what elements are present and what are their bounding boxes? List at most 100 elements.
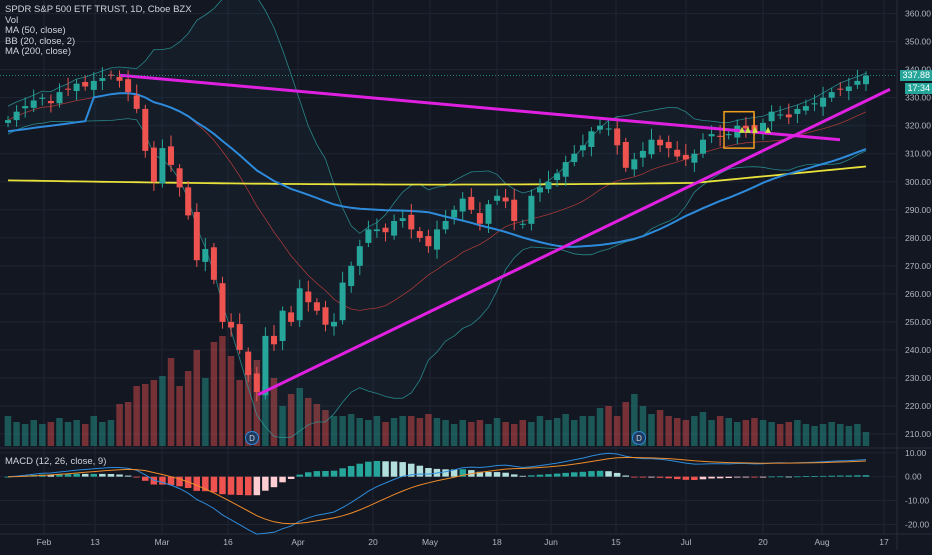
macd-histogram-bar bbox=[511, 474, 518, 477]
candle-body bbox=[408, 214, 415, 230]
legend-bb: BB (20, close, 2) bbox=[5, 35, 76, 47]
candle-body bbox=[622, 142, 629, 168]
macd-histogram-bar bbox=[390, 461, 398, 477]
candle-body bbox=[82, 82, 89, 87]
volume-bar bbox=[656, 410, 664, 446]
candle-body bbox=[605, 128, 612, 130]
volume-bar bbox=[99, 422, 106, 446]
volume-bar bbox=[262, 386, 269, 446]
candle-body bbox=[459, 198, 466, 212]
candle-body bbox=[288, 312, 295, 322]
macd-histogram-bar bbox=[450, 469, 458, 477]
volume-bar bbox=[279, 406, 286, 446]
candle-body bbox=[99, 78, 106, 81]
volume-bar bbox=[648, 414, 655, 446]
macd-histogram-bar bbox=[133, 476, 140, 478]
macd-histogram-bar bbox=[124, 475, 132, 477]
macd-histogram-bar bbox=[751, 476, 758, 478]
candle-body bbox=[494, 195, 501, 201]
volume-bar bbox=[150, 380, 158, 446]
volume-bar bbox=[837, 424, 844, 446]
volume-bar bbox=[236, 380, 243, 446]
candle-body bbox=[228, 321, 235, 328]
candle-body bbox=[185, 187, 192, 216]
macd-histogram-bar bbox=[837, 475, 844, 477]
volume-bar bbox=[845, 426, 853, 446]
macd-histogram-bar bbox=[296, 474, 303, 477]
y-tick-label: 260.00 bbox=[905, 289, 931, 299]
macd-histogram-bar bbox=[176, 476, 183, 487]
macd-histogram-bar bbox=[854, 475, 861, 477]
macd-histogram-bar bbox=[236, 476, 243, 495]
y-tick-label: 360.00 bbox=[905, 9, 931, 19]
macd-histogram-bar bbox=[219, 476, 226, 495]
candle-body bbox=[305, 291, 312, 303]
volume-bar bbox=[682, 420, 690, 446]
macd-histogram-bar bbox=[262, 476, 269, 491]
candle-body bbox=[90, 80, 97, 90]
legend-vol: Vol bbox=[5, 14, 19, 26]
x-tick-label: 16 bbox=[223, 537, 233, 547]
macd-histogram-bar bbox=[656, 476, 664, 478]
candle-body bbox=[331, 321, 337, 327]
macd-histogram-bar bbox=[493, 472, 501, 477]
volume-bar bbox=[184, 371, 192, 446]
macd-histogram-bar bbox=[4, 476, 12, 478]
macd-histogram-bar bbox=[596, 470, 604, 477]
volume-bar bbox=[107, 420, 115, 446]
macd-histogram-bar bbox=[47, 474, 55, 477]
volume-bar bbox=[356, 418, 363, 446]
volume-bar bbox=[227, 356, 235, 446]
macd-histogram-bar bbox=[828, 475, 835, 477]
candle-body bbox=[365, 229, 372, 243]
y-tick-label: 330.00 bbox=[905, 93, 931, 103]
macd-histogram-bar bbox=[639, 476, 647, 478]
volume-bar bbox=[862, 432, 870, 446]
chart-title: SPDR S&P 500 ETF TRUST, 1D, Cboe BZX bbox=[5, 4, 192, 15]
volume-bar bbox=[545, 420, 552, 446]
volume-bar bbox=[408, 416, 415, 446]
candle-body bbox=[639, 150, 646, 158]
macd-histogram-bar bbox=[116, 474, 123, 477]
candle-body bbox=[236, 324, 243, 350]
candle-body bbox=[108, 74, 114, 76]
volume-bar bbox=[253, 360, 261, 446]
volume-bar bbox=[785, 422, 792, 446]
volume-bar bbox=[819, 424, 827, 446]
signal-arrow-icon bbox=[745, 126, 751, 133]
macd-histogram-bar bbox=[768, 476, 775, 478]
macd-tick-label: -10.00 bbox=[905, 496, 929, 506]
candle-body bbox=[348, 265, 355, 286]
macd-histogram-bar bbox=[82, 473, 89, 477]
macd-histogram-bar bbox=[365, 461, 372, 477]
x-tick-label: 20 bbox=[368, 537, 378, 547]
candle-body bbox=[116, 76, 123, 81]
candle-body bbox=[253, 373, 260, 392]
candle-body bbox=[56, 92, 63, 104]
volume-bar bbox=[674, 418, 681, 446]
volume-bar bbox=[768, 422, 775, 446]
y-tick-label: 300.00 bbox=[905, 177, 931, 187]
volume-bar bbox=[133, 386, 140, 446]
candle-body bbox=[476, 213, 483, 224]
candle-body bbox=[828, 92, 835, 98]
candle-body bbox=[657, 139, 664, 146]
candle-body bbox=[579, 145, 586, 151]
volume-bar bbox=[502, 422, 509, 446]
volume-bar bbox=[373, 416, 381, 446]
macd-histogram-bar bbox=[502, 472, 509, 477]
volume-bar bbox=[459, 420, 466, 446]
macd-histogram-bar bbox=[167, 476, 175, 486]
x-tick-label: Jun bbox=[544, 537, 558, 547]
candle-body bbox=[674, 149, 681, 157]
y-tick-label: 280.00 bbox=[905, 233, 931, 243]
macd-histogram-bar bbox=[193, 476, 200, 491]
candle-body bbox=[442, 221, 449, 230]
macd-histogram-bar bbox=[571, 472, 578, 477]
volume-bar bbox=[270, 378, 278, 446]
candle-body bbox=[528, 195, 535, 224]
volume-bar bbox=[734, 422, 741, 446]
